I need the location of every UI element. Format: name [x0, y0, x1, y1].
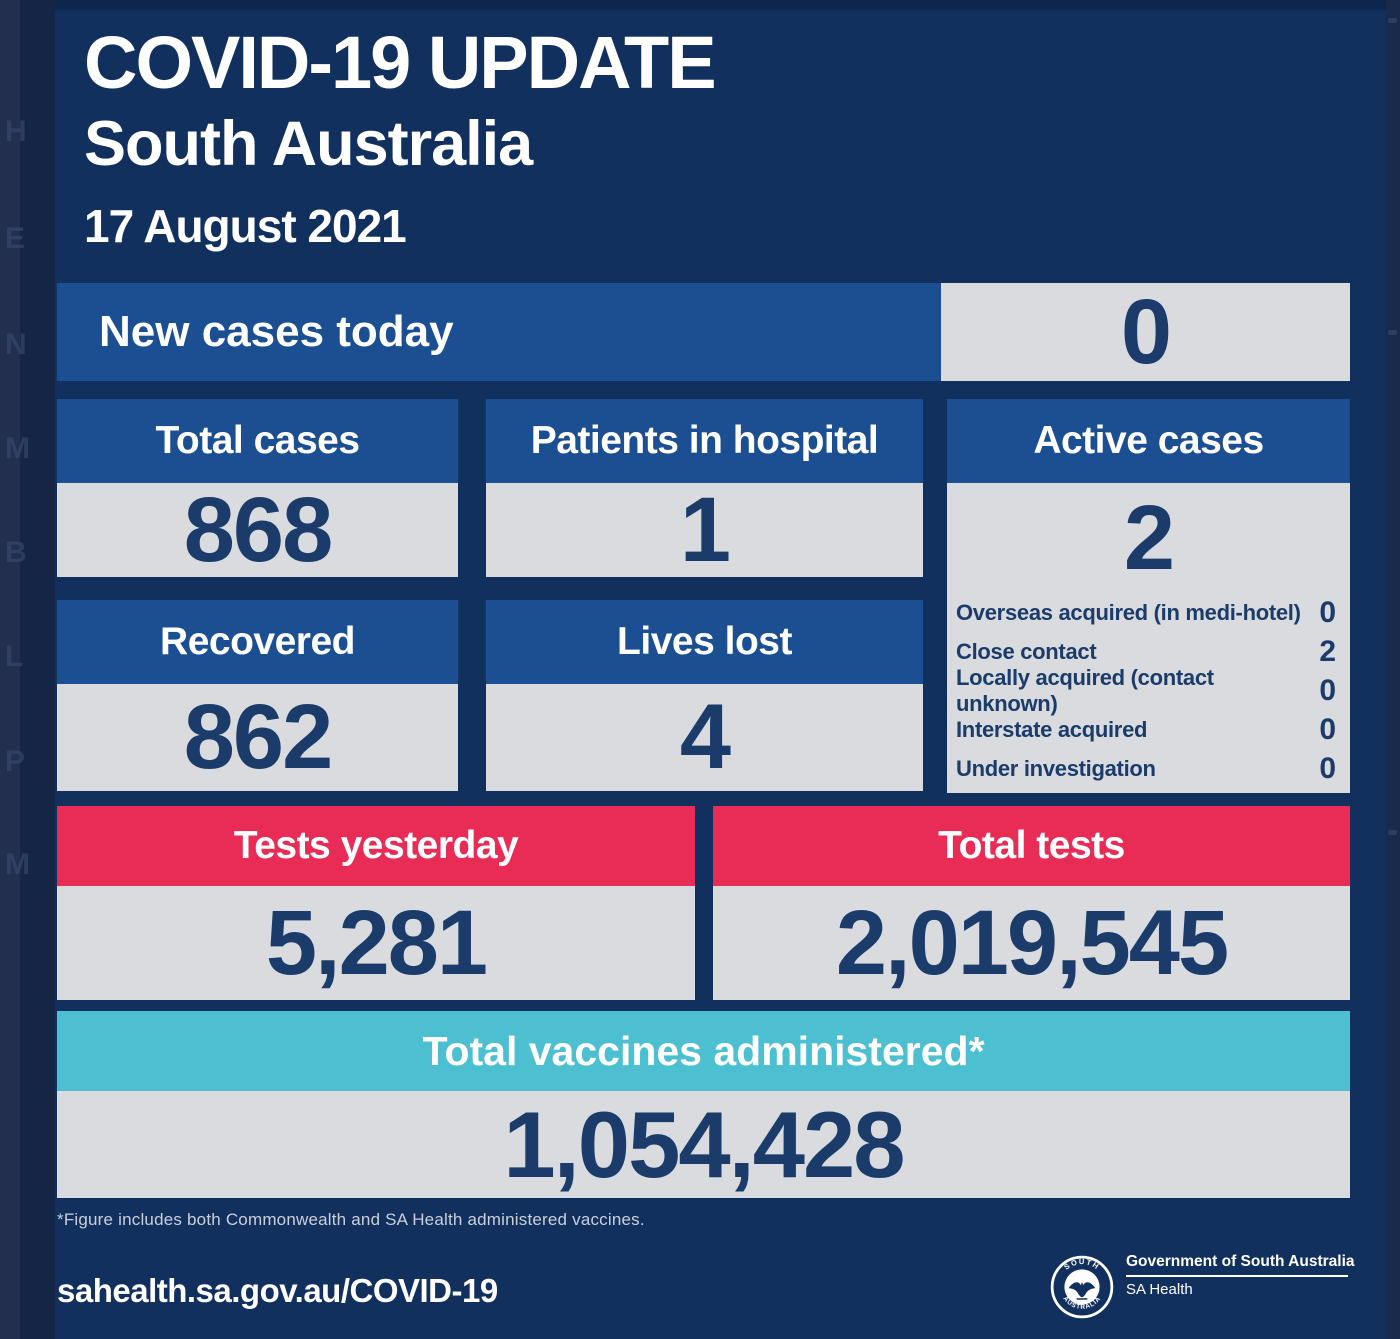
- active-breakdown-label: Interstate acquired: [956, 716, 1148, 742]
- active-breakdown-row: Interstate acquired 0: [947, 710, 1350, 749]
- background-nav-letter: H: [5, 115, 28, 148]
- background-nav-letter: N: [5, 328, 28, 361]
- active-breakdown-value: 2: [1319, 634, 1336, 668]
- report-date: 17 August 2021: [84, 200, 407, 252]
- active-breakdown-value: 0: [1319, 751, 1336, 785]
- government-line2: SA Health: [1126, 1281, 1193, 1298]
- active-breakdown-row: Locally acquired (contact unknown) 0: [947, 665, 1350, 716]
- page-title: COVID-19 UPDATE: [84, 21, 717, 104]
- background-left-strip-shade: [20, 0, 55, 1339]
- total-cases-value: 868: [57, 479, 458, 581]
- vaccines-footnote: *Figure includes both Commonwealth and S…: [57, 1210, 645, 1229]
- background-right-strip-mark: [1388, 18, 1397, 23]
- background-nav-letter: P: [5, 745, 27, 778]
- government-text-block: Government of South Australia SA Health: [1126, 1253, 1355, 1298]
- active-cases-label: Active cases: [1033, 419, 1264, 462]
- background-nav-letter: L: [5, 640, 25, 673]
- active-breakdown-value: 0: [1319, 712, 1336, 746]
- active-cases-panel: 2 Overseas acquired (in medi-hotel) 0 Cl…: [947, 483, 1350, 793]
- active-breakdown-row: Overseas acquired (in medi-hotel) 0: [947, 593, 1350, 632]
- background-right-strip-mark: [1388, 830, 1397, 835]
- background-top-band: [55, 0, 1386, 10]
- background-left-strip: H E N M B L P M: [0, 0, 55, 1339]
- total-cases-label: Total cases: [155, 419, 360, 462]
- government-line1: Government of South Australia: [1126, 1253, 1355, 1270]
- background-nav-letter: M: [5, 432, 31, 465]
- active-breakdown-value: 0: [1319, 673, 1336, 707]
- background-right-strip: [1386, 0, 1400, 1339]
- hospital-value: 1: [486, 479, 923, 581]
- sahealth-url: sahealth.sa.gov.au/COVID-19: [57, 1272, 498, 1309]
- new-cases-value: 0: [941, 281, 1350, 383]
- active-cases-breakdown: Overseas acquired (in medi-hotel) 0 Clos…: [947, 593, 1350, 788]
- active-breakdown-row: Under investigation 0: [947, 749, 1350, 788]
- active-breakdown-value: 0: [1319, 595, 1336, 629]
- active-breakdown-label: Overseas acquired (in medi-hotel): [956, 599, 1301, 625]
- government-rule: [1126, 1275, 1348, 1277]
- lives-lost-label: Lives lost: [617, 620, 792, 663]
- hospital-label: Patients in hospital: [530, 419, 879, 462]
- page-subtitle: South Australia: [84, 109, 533, 179]
- lives-lost-value: 4: [486, 684, 923, 791]
- total-tests-value: 2,019,545: [713, 886, 1350, 1000]
- total-tests-label: Total tests: [938, 824, 1125, 867]
- background-nav-letter: M: [5, 848, 31, 881]
- active-breakdown-row: Close contact 2: [947, 632, 1350, 671]
- piping-shrike-icon: [1068, 1282, 1096, 1298]
- sa-government-logo-icon: SOUTH AUSTRALIA: [1050, 1255, 1114, 1319]
- background-right-strip-mark: [1388, 330, 1397, 335]
- recovered-value: 862: [57, 684, 458, 791]
- active-breakdown-label: Locally acquired (contact unknown): [956, 664, 1214, 716]
- background-nav-letter: B: [5, 536, 28, 569]
- active-breakdown-label: Under investigation: [956, 755, 1156, 781]
- vaccines-label: Total vaccines administered*: [57, 1011, 1350, 1091]
- vaccines-value: 1,054,428: [57, 1091, 1350, 1198]
- tests-yesterday-value: 5,281: [57, 886, 695, 1000]
- recovered-label: Recovered: [160, 620, 355, 663]
- active-breakdown-label: Close contact: [956, 638, 1097, 664]
- new-cases-label: New cases today: [57, 283, 941, 381]
- tests-yesterday-label: Tests yesterday: [233, 824, 519, 867]
- active-cases-value: 2: [1123, 486, 1175, 589]
- background-nav-letter: E: [5, 222, 27, 255]
